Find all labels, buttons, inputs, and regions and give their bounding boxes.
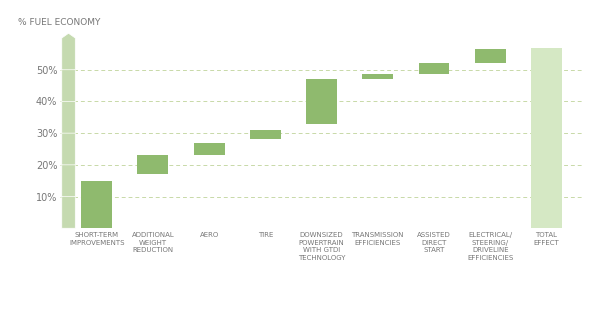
Polygon shape (62, 33, 75, 70)
Bar (138, 155, 168, 174)
Bar (194, 143, 225, 155)
Polygon shape (62, 160, 75, 197)
Polygon shape (62, 97, 75, 133)
Polygon shape (62, 128, 75, 165)
Bar (362, 74, 393, 79)
Bar (475, 49, 505, 63)
Text: % FUEL ECONOMY: % FUEL ECONOMY (18, 18, 100, 27)
Bar (531, 48, 562, 228)
Bar (418, 63, 450, 74)
Polygon shape (62, 65, 75, 101)
Bar (81, 181, 112, 228)
Bar (306, 79, 337, 124)
Polygon shape (62, 192, 75, 228)
Bar (250, 130, 281, 139)
